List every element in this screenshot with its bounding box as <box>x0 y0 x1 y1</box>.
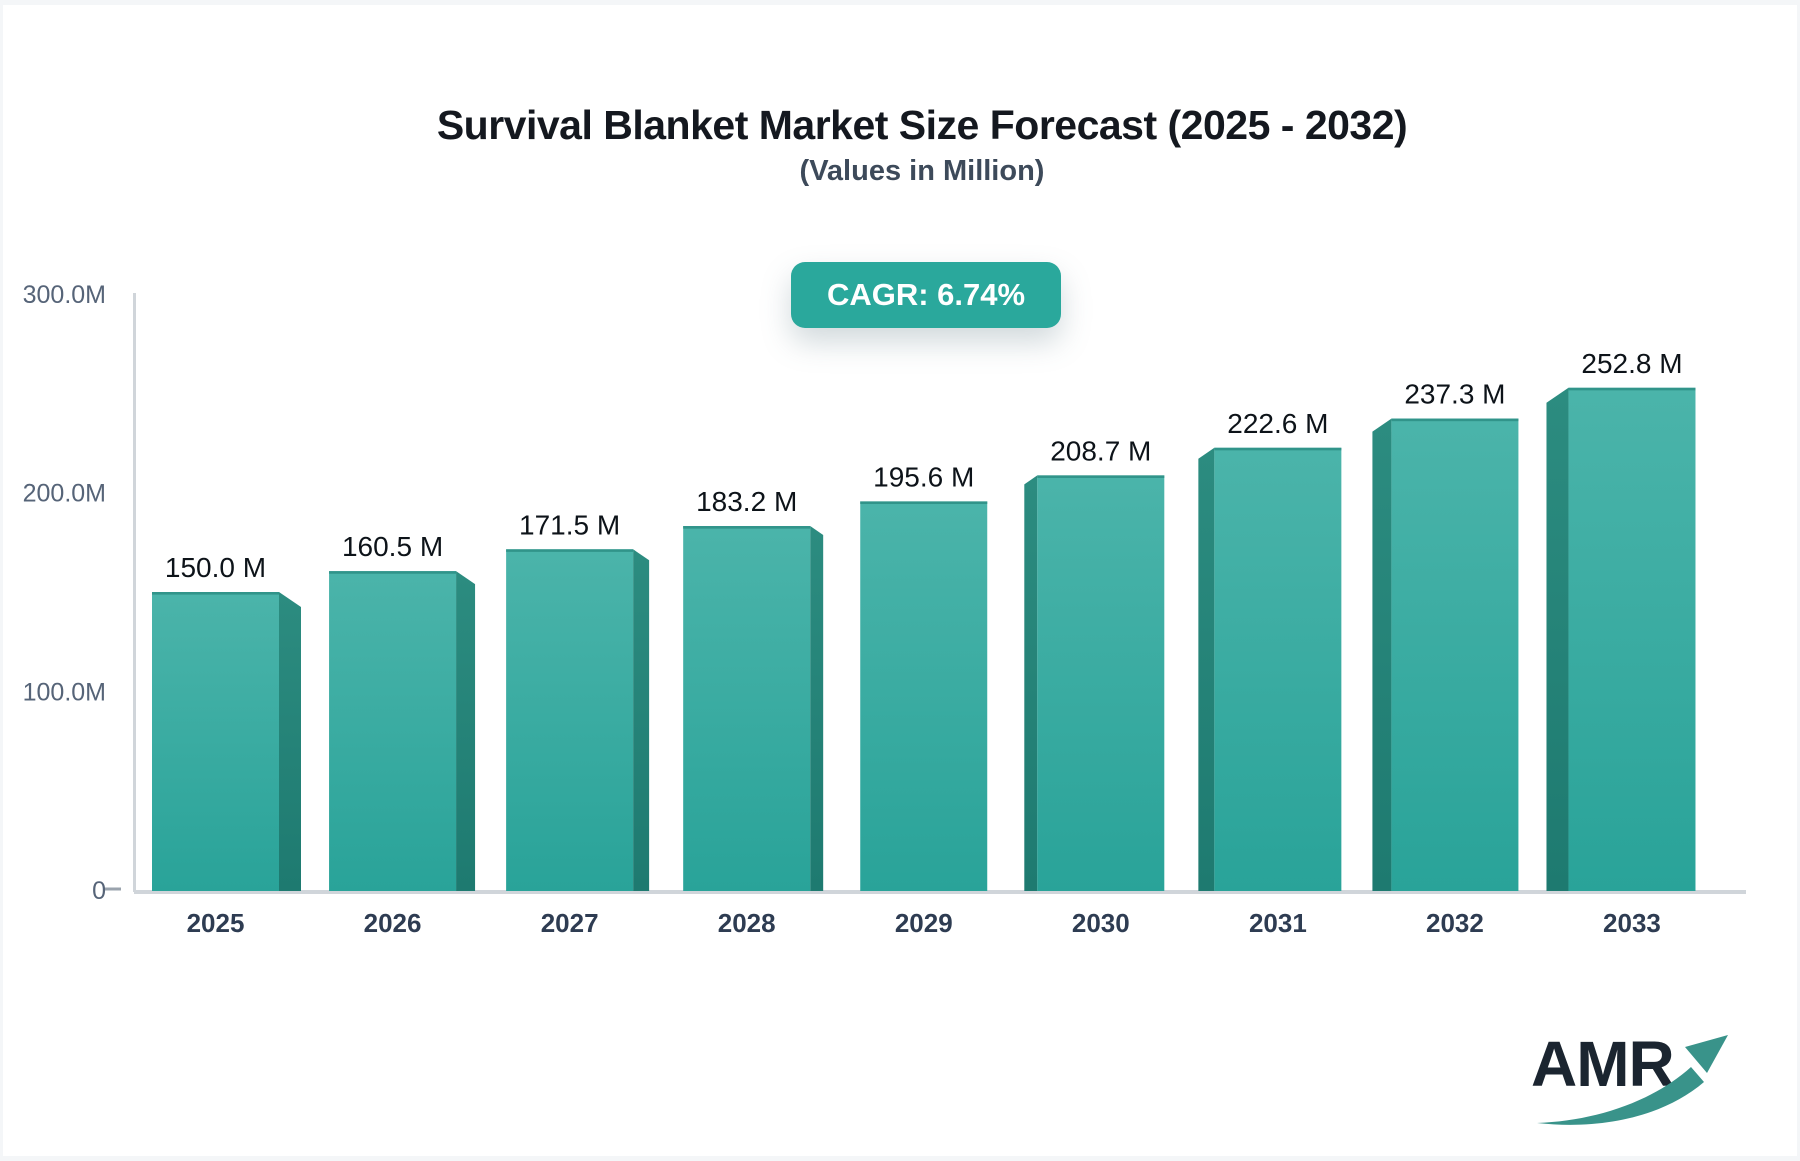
bar-side-face <box>810 526 824 891</box>
bar-front-face <box>329 571 457 891</box>
bar-2032[interactable] <box>1372 418 1519 891</box>
cagr-badge-label: CAGR: 6.74% <box>826 277 1026 312</box>
bar-value-label: 222.6 M <box>1227 408 1328 439</box>
bar-top-edge <box>683 526 811 529</box>
bar-side-face <box>1546 387 1569 891</box>
bar-front-face <box>506 549 634 891</box>
bar-value-label: 208.7 M <box>1050 435 1151 466</box>
bar-front-face <box>683 526 811 891</box>
bar-front-face <box>1391 418 1519 891</box>
bar-side-face <box>279 592 301 891</box>
y-axis-label: 0 <box>92 877 106 905</box>
bar-side-face <box>1024 475 1038 891</box>
bar-side-face <box>633 549 650 891</box>
bar-front-face <box>860 501 988 891</box>
bar-2029[interactable] <box>860 501 988 891</box>
bar-value-label: 183.2 M <box>696 486 797 517</box>
amr-logo-text: AMR <box>1531 1028 1675 1100</box>
amr-logo: AMR <box>1523 1027 1763 1137</box>
x-axis-label: 2032 <box>1426 908 1484 938</box>
x-axis-label: 2030 <box>1072 908 1130 938</box>
bar-value-label: 150.0 M <box>165 552 266 583</box>
bar-value-label: 195.6 M <box>873 461 974 492</box>
x-axis-label: 2031 <box>1249 908 1307 938</box>
bar-2033[interactable] <box>1546 387 1696 891</box>
bar-top-edge <box>152 592 279 595</box>
bar-2028[interactable] <box>683 526 824 891</box>
x-axis-label: 2027 <box>541 908 599 938</box>
bar-side-face <box>1198 447 1215 891</box>
bar-top-edge <box>1391 418 1519 422</box>
y-axis-label: 200.0M <box>23 480 106 508</box>
x-axis-label: 2025 <box>187 908 245 938</box>
bar-top-edge <box>506 549 634 552</box>
bar-front-face <box>1037 475 1165 891</box>
x-axis-label: 2026 <box>364 908 422 938</box>
bar-top-edge <box>860 501 988 505</box>
bar-value-label: 252.8 M <box>1581 348 1682 379</box>
bar-value-label: 160.5 M <box>342 531 443 562</box>
bar-top-edge <box>329 571 457 574</box>
bar-2025[interactable] <box>152 592 301 891</box>
bar-value-label: 171.5 M <box>519 509 620 540</box>
bar-value-label: 237.3 M <box>1404 379 1505 410</box>
bar-2030[interactable] <box>1024 475 1165 891</box>
x-axis-label: 2029 <box>895 908 953 938</box>
bar-chart: 300.0M 200.0M 100.0M 0 150.0 M 2025 160.5 M 202… <box>23 281 1746 938</box>
bar-front-face <box>1214 447 1342 891</box>
bar-top-edge <box>1037 475 1165 478</box>
cagr-badge: CAGR: 6.74% <box>791 262 1061 328</box>
chart-card: Survival Blanket Market Size Forecast (2… <box>3 5 1797 1156</box>
chart-subtitle: (Values in Million) <box>799 155 1045 187</box>
y-axis-label: 300.0M <box>23 281 106 309</box>
page-title: Survival Blanket Market Size Forecast (2… <box>436 102 1408 148</box>
bar-front-face <box>1568 387 1696 891</box>
bar-top-edge <box>1214 447 1342 451</box>
y-axis-label: 100.0M <box>23 678 106 706</box>
x-axis-label: 2033 <box>1603 908 1661 938</box>
bar-2026[interactable] <box>329 571 476 891</box>
x-axis-label: 2028 <box>718 908 776 938</box>
bar-2027[interactable] <box>506 549 650 891</box>
growth-arrow-icon <box>1537 1035 1728 1125</box>
bar-2031[interactable] <box>1198 447 1342 891</box>
bar-side-face <box>456 571 476 891</box>
bar-front-face <box>152 592 279 891</box>
bar-top-edge <box>1568 387 1696 391</box>
bar-side-face <box>1372 418 1392 891</box>
